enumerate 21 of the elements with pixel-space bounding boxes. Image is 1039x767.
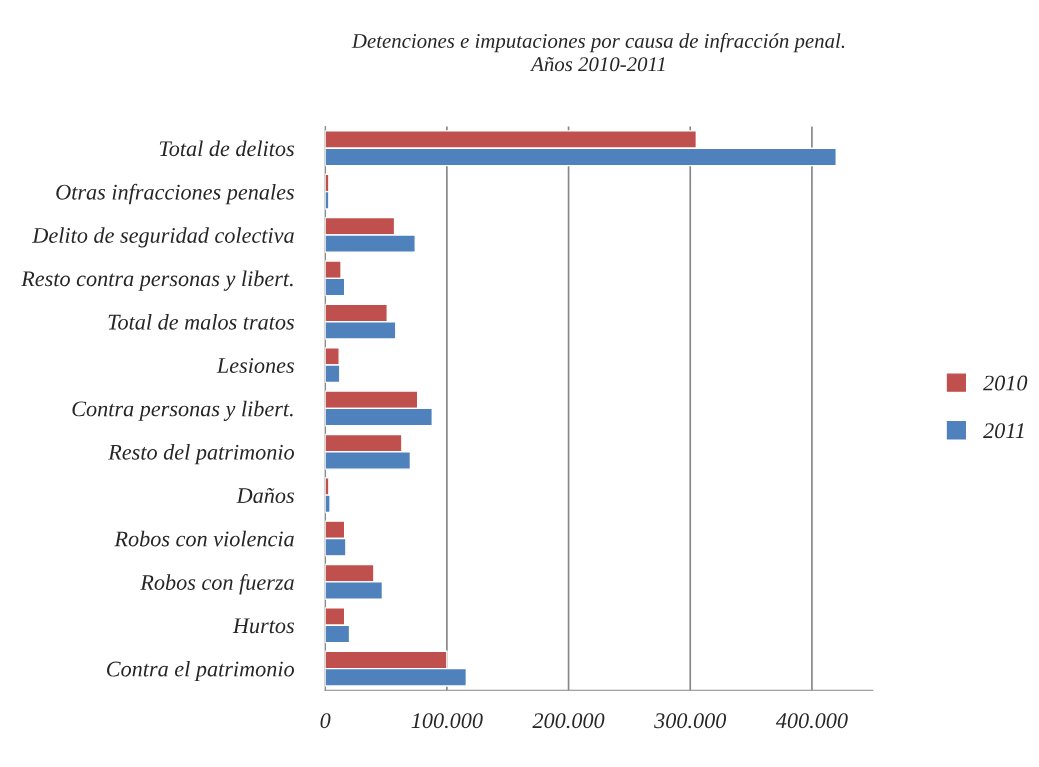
y-tick-label: Daños: [236, 487, 294, 504]
y-tick-label: Otras infracciones penales: [56, 183, 294, 205]
x-tick-label: 100.000: [411, 713, 483, 729]
y-tick-label: Lesiones: [216, 358, 294, 373]
x-tick-label: 400.000: [775, 713, 848, 729]
chart-title: Detenciones e imputaciones por causa de infracción penal. Años 2010-2011: [351, 33, 845, 72]
x-tick-label: 200.000: [532, 713, 605, 729]
y-tick-label: Delito de seguridad colectiva: [32, 227, 294, 248]
y-tick-label: Robos con fuerza: [140, 574, 294, 595]
y-tick-label: Resto contra personas y libert.: [21, 270, 293, 291]
x-tick-label: 300.000: [654, 713, 727, 729]
y-tick-label: Contra el patrimonio: [106, 660, 294, 682]
y-tick-label: Total de malos tratos: [108, 313, 294, 330]
legend-label: 2010: [983, 375, 1028, 391]
legend-label: 2011: [983, 423, 1024, 439]
y-tick-label: Total de delitos: [159, 140, 294, 157]
y-tick-label: Robos con violencia: [114, 530, 294, 547]
y-tick-label: Hurtos: [232, 618, 294, 634]
y-tick-label: Contra personas y libert.: [72, 400, 293, 421]
x-tick-label: 0: [320, 713, 331, 729]
y-tick-label: Resto del patrimonio: [108, 444, 294, 465]
